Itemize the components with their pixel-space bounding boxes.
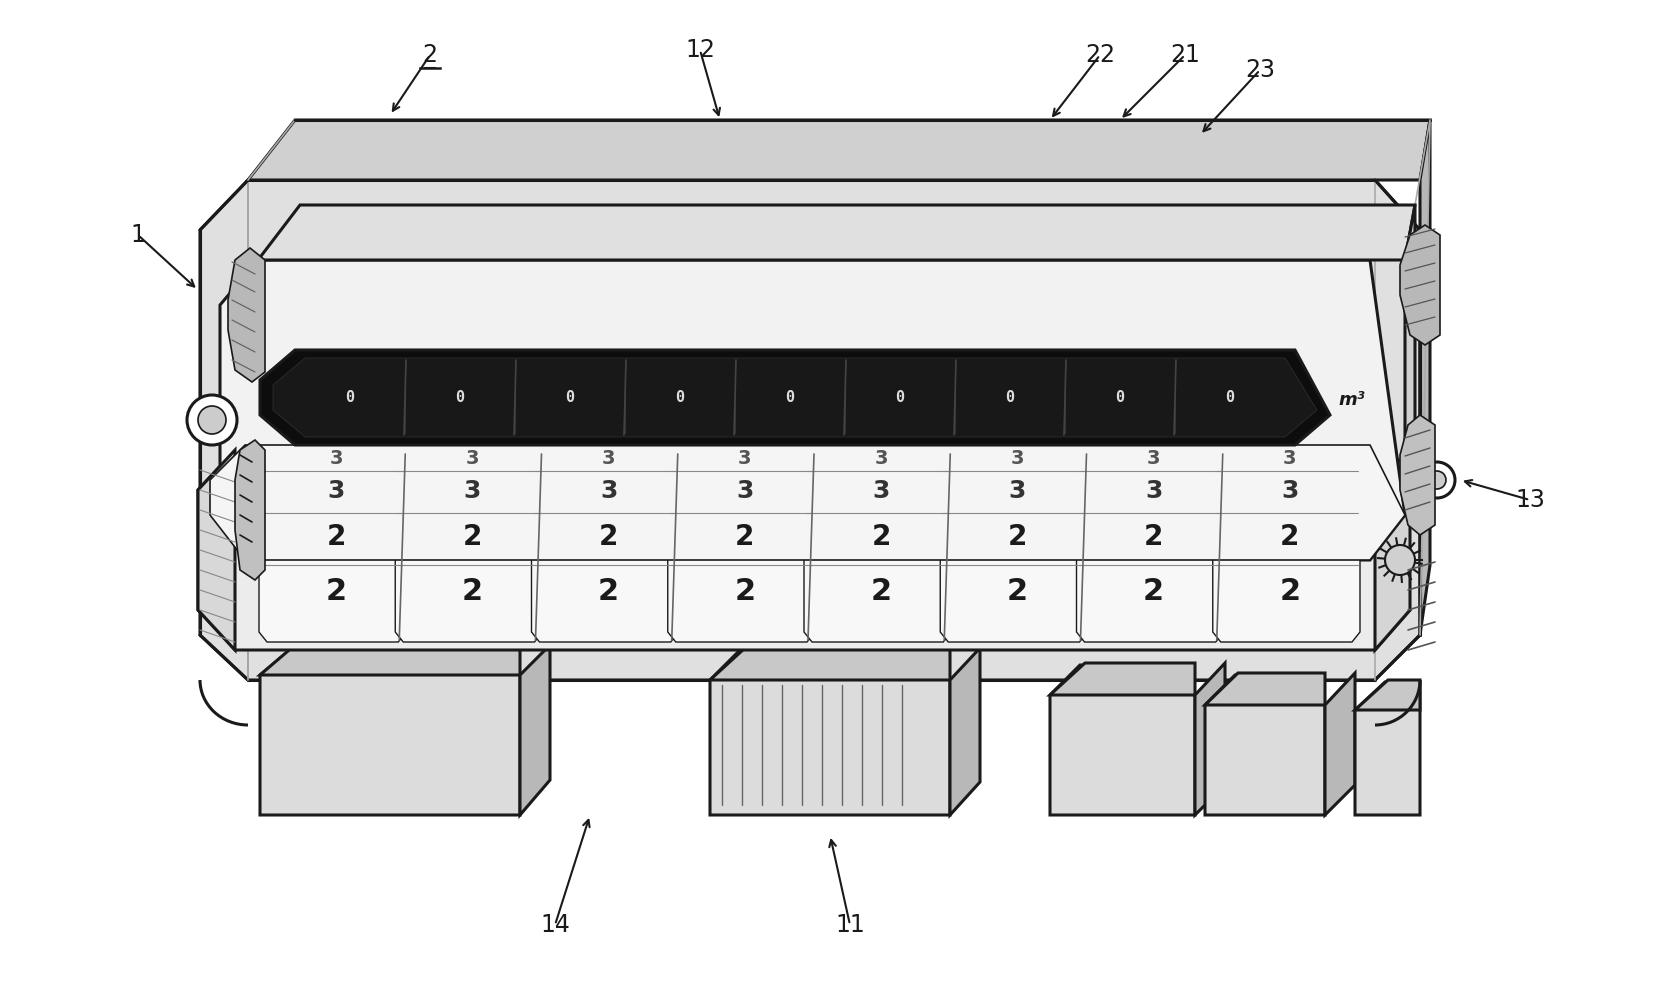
Polygon shape — [521, 645, 550, 815]
Text: 1: 1 — [131, 223, 145, 247]
Text: 0: 0 — [785, 389, 795, 405]
Polygon shape — [803, 452, 951, 642]
Circle shape — [186, 395, 238, 445]
Text: 2: 2 — [1279, 577, 1300, 607]
Text: 3: 3 — [466, 448, 479, 467]
Polygon shape — [248, 120, 1430, 180]
Text: 3: 3 — [738, 448, 752, 467]
Polygon shape — [1212, 452, 1360, 642]
Text: 12: 12 — [685, 38, 715, 62]
Text: 2: 2 — [462, 523, 482, 551]
Polygon shape — [669, 452, 815, 642]
Text: 2: 2 — [422, 43, 437, 67]
Circle shape — [198, 406, 226, 434]
Text: m³: m³ — [1339, 391, 1365, 409]
Text: 2: 2 — [326, 523, 346, 551]
Text: 3: 3 — [1281, 479, 1299, 503]
Text: 2: 2 — [1006, 577, 1028, 607]
Text: 3: 3 — [1011, 448, 1024, 467]
Polygon shape — [1325, 673, 1355, 815]
Text: 23: 23 — [1246, 58, 1276, 82]
Polygon shape — [1375, 450, 1410, 650]
Polygon shape — [198, 450, 1410, 650]
Polygon shape — [396, 452, 542, 642]
Polygon shape — [198, 450, 234, 650]
Polygon shape — [273, 358, 1317, 437]
Polygon shape — [1400, 415, 1435, 535]
Text: 2: 2 — [326, 577, 346, 607]
Text: 3: 3 — [873, 479, 890, 503]
Polygon shape — [259, 452, 406, 642]
Text: 2: 2 — [1008, 523, 1028, 551]
Polygon shape — [1049, 663, 1196, 695]
Text: 14: 14 — [540, 913, 570, 937]
Polygon shape — [1206, 675, 1325, 815]
Polygon shape — [532, 452, 679, 642]
Polygon shape — [1405, 205, 1415, 515]
Text: 22: 22 — [1084, 43, 1114, 67]
Polygon shape — [1206, 673, 1325, 705]
Circle shape — [1385, 545, 1415, 575]
Text: 3: 3 — [602, 448, 615, 467]
Text: 0: 0 — [346, 389, 354, 405]
Circle shape — [1429, 471, 1447, 489]
Text: 2: 2 — [735, 523, 755, 551]
Text: 0: 0 — [1006, 389, 1014, 405]
Text: 2: 2 — [735, 577, 755, 607]
Text: 3: 3 — [600, 479, 617, 503]
Text: 2: 2 — [1281, 523, 1299, 551]
Text: 0: 0 — [565, 389, 574, 405]
Text: 2: 2 — [870, 577, 891, 607]
Text: 11: 11 — [835, 913, 865, 937]
Polygon shape — [710, 648, 950, 680]
Polygon shape — [200, 180, 1420, 680]
Text: 2: 2 — [599, 523, 619, 551]
Text: 3: 3 — [464, 479, 481, 503]
Text: 3: 3 — [328, 479, 344, 503]
Polygon shape — [940, 452, 1088, 642]
Text: 2: 2 — [462, 577, 482, 607]
Polygon shape — [950, 648, 980, 815]
Text: 3: 3 — [875, 448, 888, 467]
Polygon shape — [1049, 665, 1196, 815]
Polygon shape — [259, 350, 1330, 445]
Text: 2: 2 — [1144, 523, 1164, 551]
Text: 0: 0 — [895, 389, 905, 405]
Text: 3: 3 — [1284, 448, 1297, 467]
Polygon shape — [1076, 452, 1224, 642]
Polygon shape — [1196, 663, 1226, 815]
Polygon shape — [234, 440, 264, 580]
Text: 2: 2 — [871, 523, 891, 551]
Polygon shape — [1400, 225, 1440, 345]
Text: 21: 21 — [1171, 43, 1201, 67]
Text: 2: 2 — [599, 577, 619, 607]
Polygon shape — [258, 205, 1415, 260]
Circle shape — [1419, 462, 1455, 498]
Polygon shape — [220, 260, 1405, 560]
Text: 13: 13 — [1515, 488, 1545, 512]
Text: 3: 3 — [1009, 479, 1026, 503]
Text: 0: 0 — [675, 389, 685, 405]
Text: 3: 3 — [329, 448, 343, 467]
Polygon shape — [1355, 682, 1420, 815]
Text: 0: 0 — [1116, 389, 1124, 405]
Polygon shape — [1355, 680, 1420, 710]
Text: 2: 2 — [1142, 577, 1164, 607]
Polygon shape — [259, 650, 521, 815]
Text: 0: 0 — [456, 389, 464, 405]
Polygon shape — [1420, 120, 1430, 635]
Text: 3: 3 — [1147, 448, 1161, 467]
Text: 3: 3 — [737, 479, 753, 503]
Text: 0: 0 — [1226, 389, 1234, 405]
Polygon shape — [210, 445, 1405, 560]
Polygon shape — [228, 248, 264, 382]
Text: 3: 3 — [1144, 479, 1162, 503]
Polygon shape — [259, 645, 521, 675]
Polygon shape — [710, 650, 950, 815]
